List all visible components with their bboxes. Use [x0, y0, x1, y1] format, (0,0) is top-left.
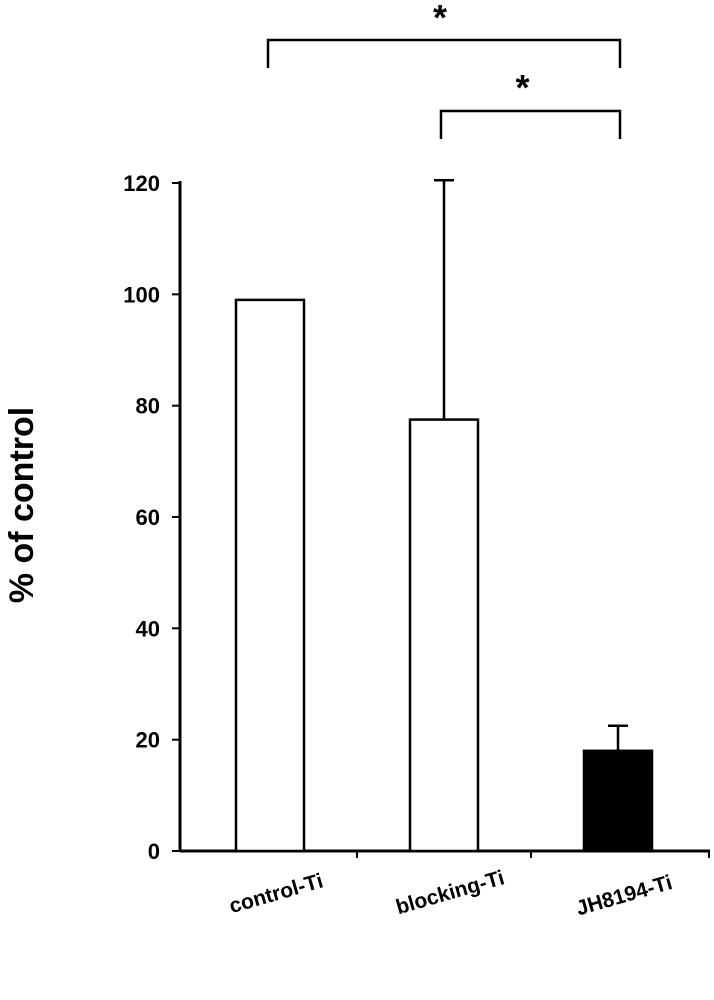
x-category-label: control-Ti [227, 869, 326, 918]
y-axis-label: % of control [3, 407, 41, 603]
significance-star: * [433, 0, 447, 38]
bar-jh8194-ti [582, 749, 654, 853]
error-bars [434, 178, 628, 751]
bars [234, 298, 654, 853]
y-tick-label: 120 [123, 171, 160, 196]
y-tick-label: 20 [136, 728, 160, 753]
x-category-label: blocking-Ti [393, 866, 507, 919]
y-ticks: 0 20 40 60 80 100 120 [123, 171, 180, 864]
y-tick-label: 80 [136, 394, 160, 419]
significance-brackets: ** [266, 0, 622, 139]
y-tick-label: 40 [136, 616, 160, 641]
significance-star: * [515, 67, 529, 108]
bar-blocking-ti [408, 418, 480, 853]
x-category-labels: control-Ti blocking-Ti JH8194-Ti [227, 866, 675, 920]
y-tick-label: 100 [123, 282, 160, 307]
bar-control-ti [234, 298, 306, 853]
y-tick-label: 60 [136, 505, 160, 530]
y-tick-label: 0 [148, 839, 160, 864]
significance-bracket [266, 38, 622, 68]
x-category-label: JH8194-Ti [574, 871, 675, 920]
significance-bracket [439, 109, 622, 139]
